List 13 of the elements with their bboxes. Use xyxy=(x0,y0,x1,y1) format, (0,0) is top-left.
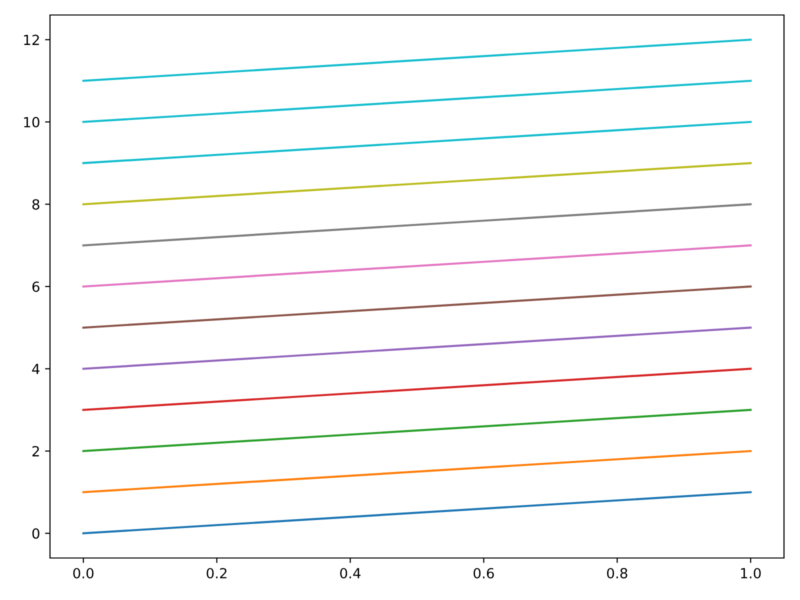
y-tick-label: 4 xyxy=(32,364,40,374)
y-tick-label: 0 xyxy=(32,528,40,539)
x-tick-label: 0.4 xyxy=(340,568,361,578)
y-tick-label: 10 xyxy=(24,116,40,128)
y-tick-label: 12 xyxy=(24,34,39,45)
x-tick-label: 0.8 xyxy=(607,568,628,578)
x-tick-label: 0.6 xyxy=(474,568,494,578)
y-tick-label: 2 xyxy=(32,446,39,456)
y-tick-label: 6 xyxy=(32,281,40,292)
x-tick-label: 0.2 xyxy=(206,568,226,578)
x-tick-label: 0.0 xyxy=(73,568,94,578)
x-tick-label: 1.0 xyxy=(741,568,761,578)
y-tick-label: 8 xyxy=(32,199,40,210)
